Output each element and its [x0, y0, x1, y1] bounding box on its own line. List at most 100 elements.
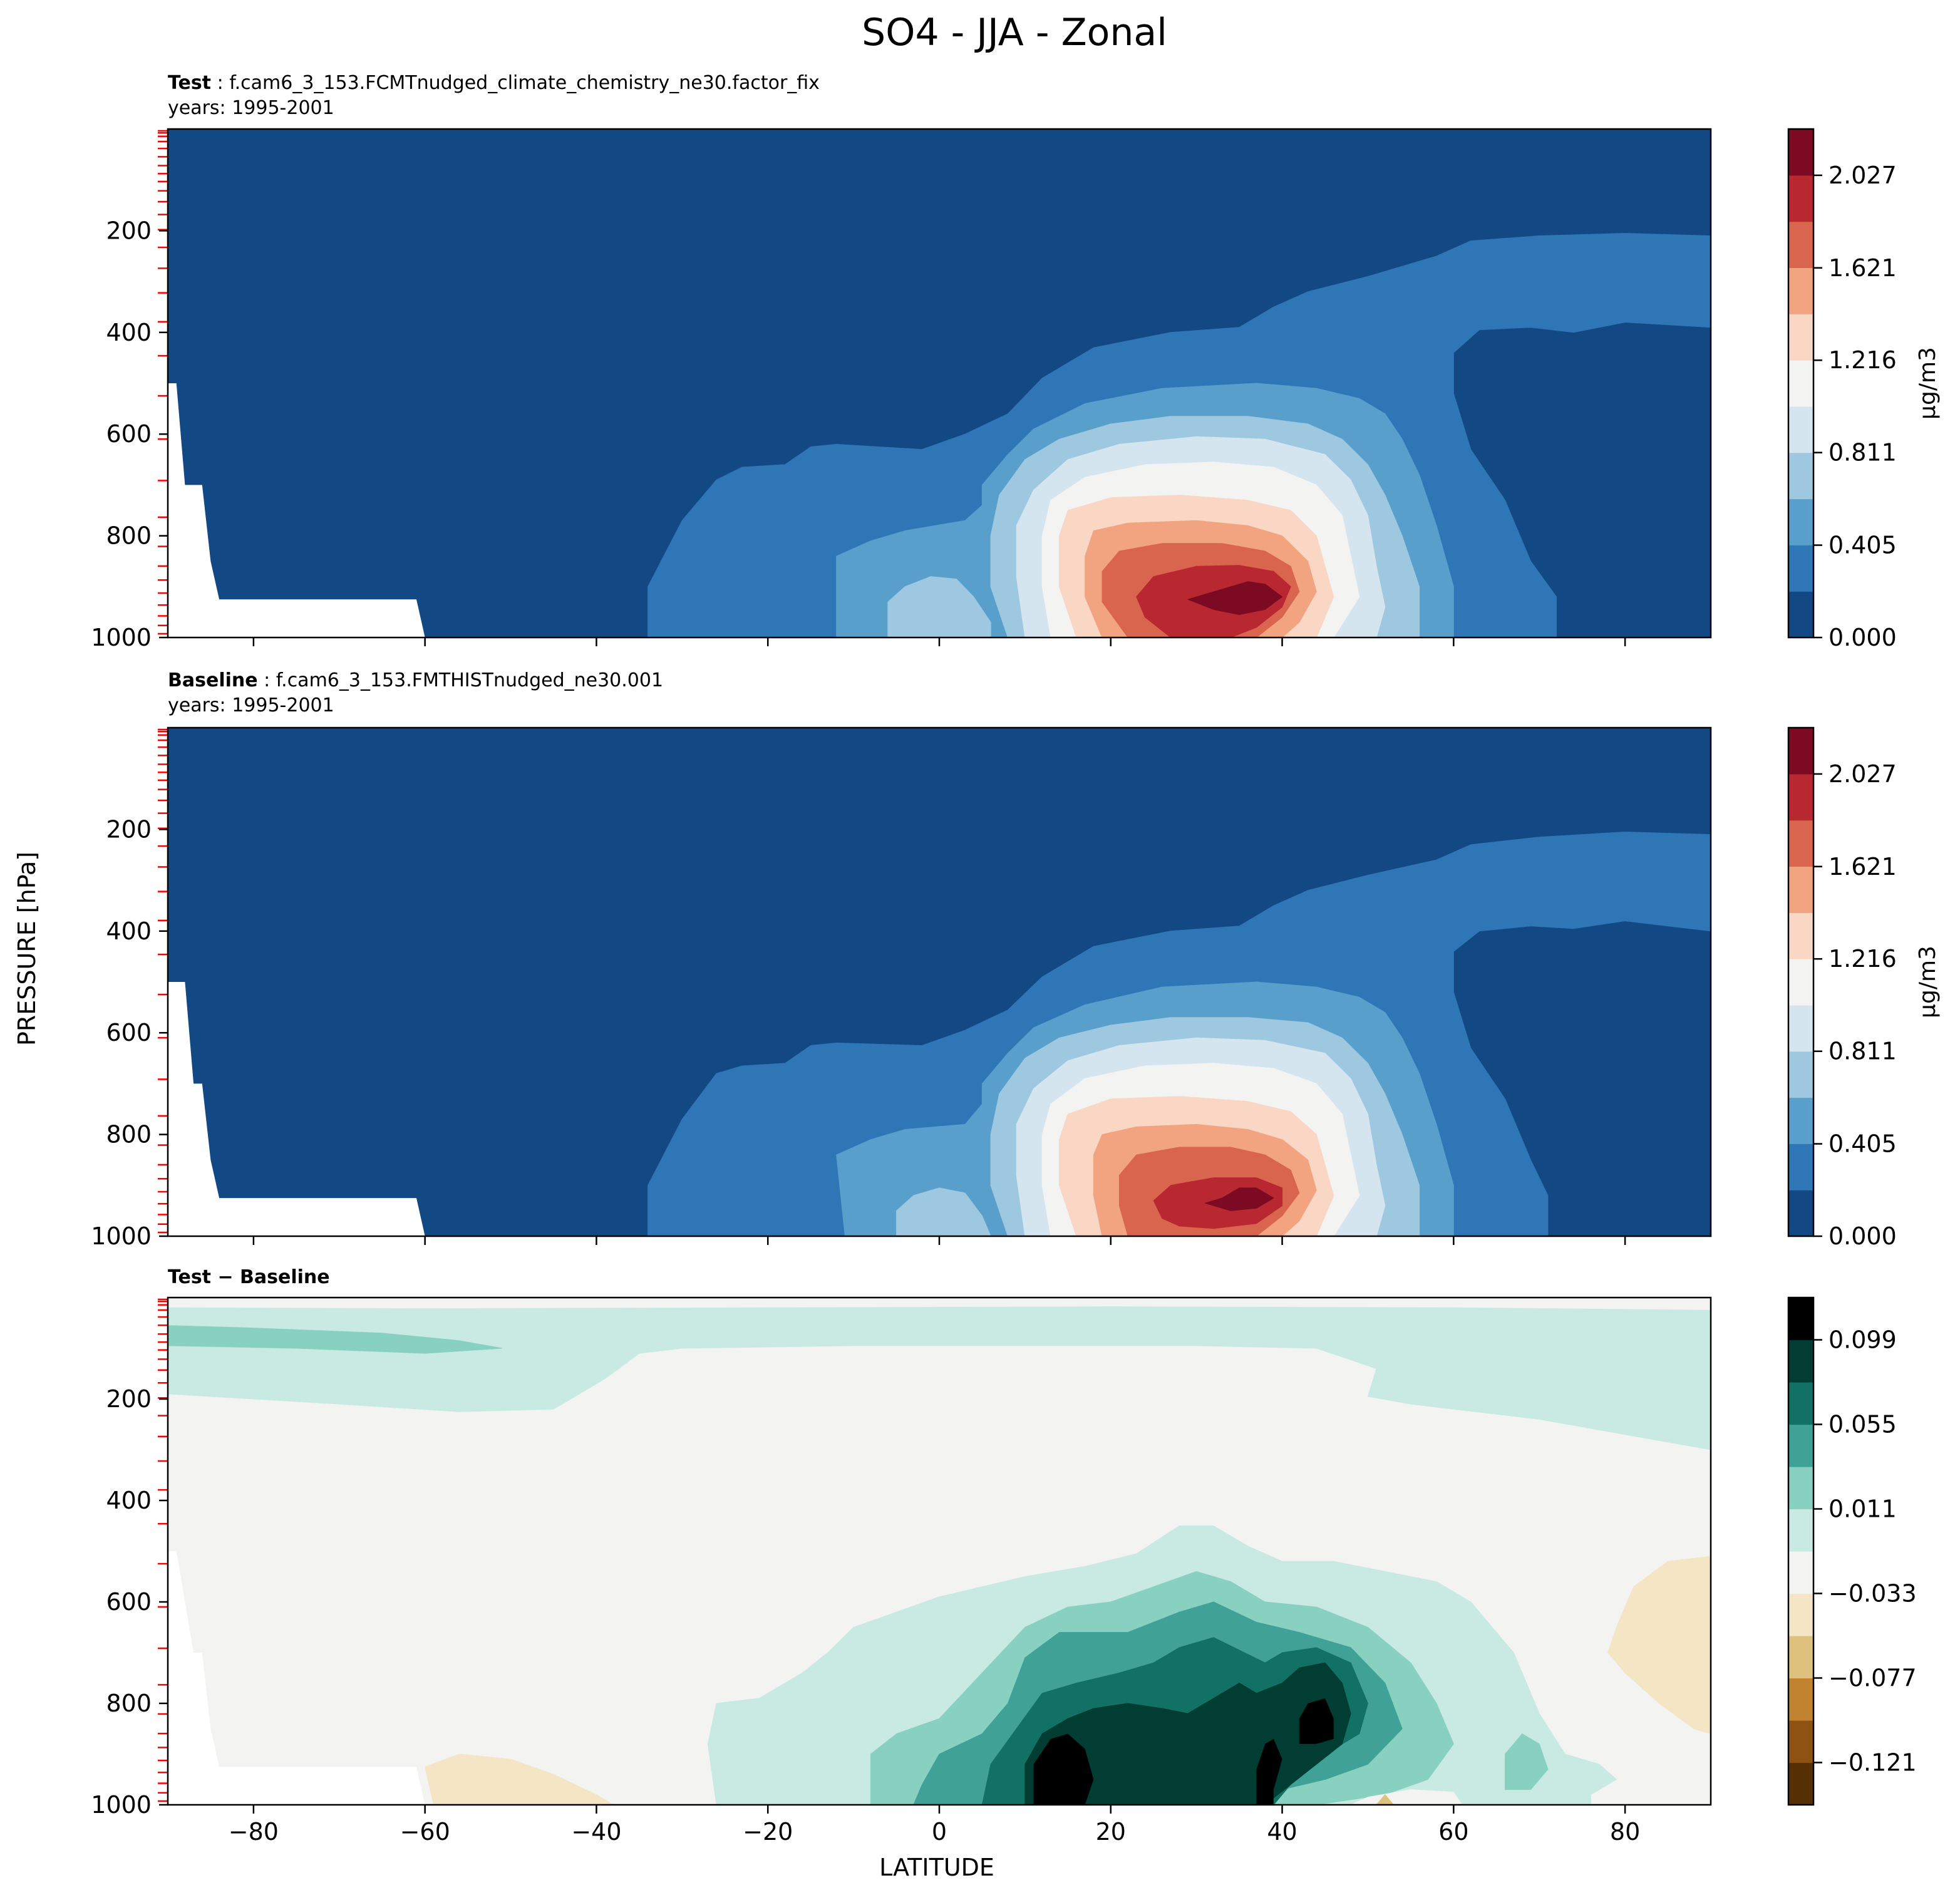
colorbar-label: μg/m3: [1915, 946, 1941, 1018]
colorbar-tick-label: 0.811: [1828, 1038, 1897, 1065]
colorbar-frame: [1787, 128, 1815, 639]
colorbar-segment: [1788, 1097, 1813, 1144]
colorbar-tick-label: 0.405: [1828, 532, 1897, 559]
x-tick-label: 0: [932, 1818, 947, 1846]
missing-data-region: [168, 982, 425, 1236]
colorbar-segment: [1788, 1551, 1813, 1594]
x-tick-label: −80: [229, 1818, 279, 1846]
y-axis-label: PRESSURE [hPa]: [13, 852, 41, 1046]
y-tick-label: 400: [106, 1487, 152, 1514]
y-tick-label: 800: [106, 1690, 152, 1717]
colorbar-segment: [1788, 545, 1813, 592]
panel-label: Baseline : f.cam6_3_153.FMTHISTnudged_ne…: [168, 669, 663, 691]
panel-label-bold: Test: [168, 72, 211, 94]
y-tick-label: 400: [106, 917, 152, 945]
x-tick-label: −40: [571, 1818, 621, 1846]
panel-label-case: : f.cam6_3_153.FCMTnudged_climate_chemis…: [211, 72, 820, 94]
test-panel: 200 400 600 800 1000 Test : f.cam6_3_153.FCMT…: [91, 72, 1941, 651]
y-tick-label: 800: [106, 522, 152, 550]
contour-field: [168, 728, 1711, 1236]
colorbar-segment: [1788, 1509, 1813, 1552]
y-tick-label: 200: [106, 1385, 152, 1413]
colorbar-segment: [1788, 1051, 1813, 1098]
colorbar-segment: [1788, 1424, 1813, 1467]
colorbar-segment: [1788, 267, 1813, 314]
colorbar-tick-label: 0.055: [1828, 1411, 1897, 1438]
contour-region: [1256, 1738, 1282, 1805]
colorbar-tick-label: −0.077: [1828, 1665, 1917, 1692]
colorbar-tick-label: 1.621: [1828, 853, 1897, 880]
contour-field: [168, 1298, 1711, 1805]
colorbar-segment: [1788, 912, 1813, 959]
difference-panel: 200 400 600 800 1000 −80 −60 −40 −20 0 20 40 60 80 Tes…: [91, 1266, 1916, 1846]
y-tick-label: 400: [106, 319, 152, 346]
colorbar-segment: [1788, 1467, 1813, 1510]
colorbar-tick-label: 1.216: [1828, 346, 1897, 374]
x-axis-label: LATITUDE: [879, 1854, 994, 1881]
panel-label-case: : f.cam6_3_153.FMTHISTnudged_ne30.001: [258, 669, 663, 691]
colorbar-segment: [1788, 1004, 1813, 1052]
colorbar-segment: [1788, 866, 1813, 913]
colorbar-tick-label: 1.216: [1828, 945, 1897, 973]
contour-region: [1204, 1187, 1274, 1211]
baseline-panel: 200 400 600 800 1000 Baseline : f.cam6_3_153.…: [91, 669, 1941, 1250]
colorbar-tick-label: −0.121: [1828, 1749, 1917, 1777]
colorbar-segment: [1788, 1636, 1813, 1679]
panel-label-bold: Baseline: [168, 669, 258, 691]
colorbar-segment: [1788, 1340, 1813, 1383]
x-tick-label: −60: [400, 1818, 450, 1846]
colorbar-segment: [1788, 1593, 1813, 1636]
colorbar-segment: [1788, 773, 1813, 821]
y-tick-label: 600: [106, 1588, 152, 1616]
contour-region: [168, 1325, 503, 1354]
missing-data-region: [168, 1551, 425, 1805]
contour-region: [1299, 1698, 1334, 1744]
colorbar-tick-label: 0.000: [1828, 624, 1897, 651]
y-tick-label: 600: [106, 420, 152, 448]
y-tick-label: 800: [106, 1121, 152, 1149]
colorbar-segment: [1788, 175, 1813, 222]
contour-region: [1350, 1789, 1463, 1805]
colorbar-segment: [1788, 498, 1813, 545]
colorbar-segment: [1788, 129, 1813, 176]
colorbar-segment: [1788, 728, 1813, 775]
contour-field: [168, 129, 1711, 638]
x-tick-label: 80: [1610, 1818, 1640, 1846]
panel-label: Test : f.cam6_3_153.FCMTnudged_climate_c…: [168, 72, 820, 94]
contour-region: [425, 1753, 614, 1805]
colorbar-segment: [1788, 314, 1813, 361]
colorbar-segment: [1788, 452, 1813, 500]
y-tick-label: 600: [106, 1019, 152, 1046]
panel-label: Test − Baseline: [168, 1266, 330, 1288]
contour-region: [1376, 1794, 1394, 1805]
y-tick-label: 200: [106, 815, 152, 843]
colorbar-segment: [1788, 1298, 1813, 1341]
colorbar-segment: [1788, 1678, 1813, 1721]
colorbar-tick-label: −0.033: [1828, 1580, 1917, 1608]
y-tick-label: 1000: [91, 1791, 152, 1819]
contour-region: [1505, 1733, 1549, 1790]
colorbar-tick-label: 2.027: [1828, 760, 1897, 788]
colorbar-segment: [1788, 360, 1813, 407]
panel-label-bold: Test − Baseline: [168, 1266, 330, 1288]
colorbar-segment: [1788, 1190, 1813, 1237]
contour-region: [1187, 581, 1283, 615]
y-tick-label: 200: [106, 217, 152, 244]
colorbar-frame: [1787, 1296, 1815, 1806]
colorbar-tick-label: 1.621: [1828, 254, 1897, 282]
colorbar-tick-label: 0.099: [1828, 1326, 1897, 1354]
colorbar-segment: [1788, 406, 1813, 453]
colorbar-tick-label: 0.000: [1828, 1222, 1897, 1250]
colorbar-segment: [1788, 1720, 1813, 1763]
missing-data-region: [168, 383, 425, 638]
contour-region: [1033, 1733, 1094, 1805]
figure-title: SO4 - JJA - Zonal: [862, 11, 1167, 54]
x-tick-label: −20: [743, 1818, 793, 1846]
contour-region: [887, 576, 991, 638]
contour-region: [896, 1187, 991, 1236]
contour-region: [1607, 1556, 1711, 1735]
colorbar-label: μg/m3: [1915, 347, 1941, 420]
colorbar-segment: [1788, 820, 1813, 867]
colorbar-segment: [1788, 1144, 1813, 1190]
x-tick-label: 60: [1438, 1818, 1468, 1846]
